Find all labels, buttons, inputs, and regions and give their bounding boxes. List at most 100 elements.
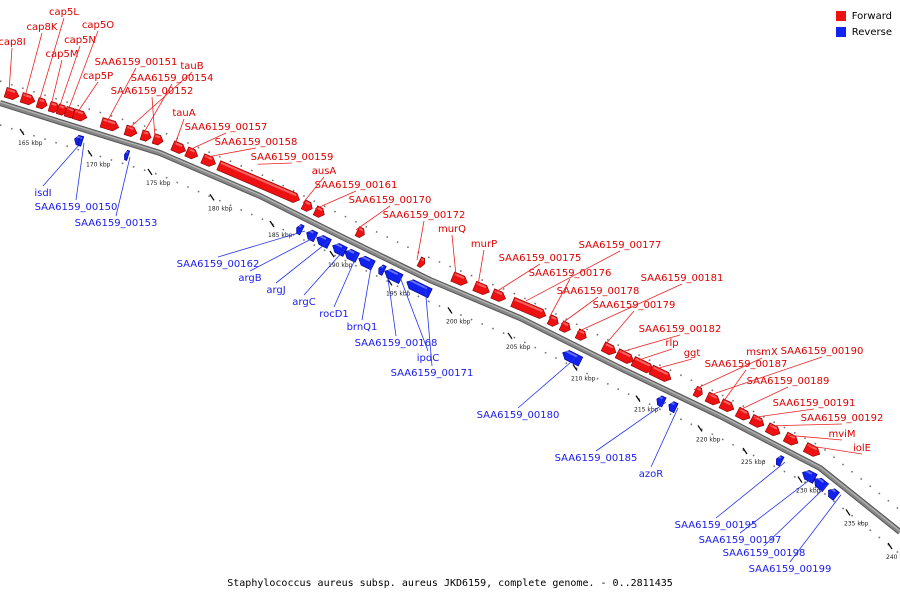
gene-label-saa6159-00197: SAA6159_00197 [699,535,782,546]
gene-saa6159-00158 [200,153,216,167]
gene-label-ipdc: ipdC [417,353,439,364]
label-leader [127,71,193,130]
tick-mark [19,128,25,136]
tick-label: 215 kbp [634,407,659,414]
gene-label-saa6159-00182: SAA6159_00182 [639,324,722,335]
tick-label: 205 kbp [506,344,531,351]
gene-mvim [782,431,799,446]
label-leader [8,47,13,92]
backbone-highlight [0,101,900,532]
tick-mark [507,332,513,340]
label-leader [656,358,693,369]
label-leader [42,141,83,187]
gene-label-saa6159-00150: SAA6159_00150 [35,202,118,213]
gene-label-saa6159-00168: SAA6159_00168 [355,338,438,349]
gene-cap8k [19,92,36,106]
gene-label-saa6159-00172: SAA6159_00172 [383,210,466,221]
label-leader [763,483,830,547]
gene-label-saa6159-00187: SAA6159_00187 [705,359,788,370]
gene-brnq1 [358,255,376,271]
tick-mark [447,307,453,314]
tick-mark [845,509,851,516]
label-leader [477,249,485,285]
gene-ipdc [384,268,404,285]
gene-label-ggt: ggt [684,348,701,359]
label-leader [174,118,185,145]
label-leader [595,401,667,452]
label-leader [314,190,357,210]
gene-saa6159-00150 [78,135,85,147]
gene-saa6159-00190 [704,391,721,406]
gene-label-saa6159-00157: SAA6159_00157 [185,122,268,133]
gene-saa6159-00170 [354,226,365,239]
gene-label-saa6159-00192: SAA6159_00192 [801,413,884,424]
tick-label: 190 kbp [328,262,353,269]
tick-mark [209,194,215,201]
gene-saa6159-00154 [139,129,152,142]
legend-reverse: Reverse [835,24,892,40]
gene-label-brnq1: brnQ1 [347,322,378,333]
gene-label-saa6159-00177: SAA6159_00177 [579,240,662,251]
label-leader [355,205,391,231]
tick-label: 210 kbp [571,376,596,383]
gene-label-iole: iolE [853,443,871,454]
label-leader [275,240,330,284]
label-leader [249,235,318,272]
label-leader [494,263,541,293]
tick-label: 235 kbp [844,520,869,527]
label-leader [142,83,173,135]
tick-mark [635,395,641,402]
legend-forward: Forward [835,8,892,24]
tick-label: 220 kbp [696,436,721,443]
label-leader [786,434,843,441]
gene-saa6159-00151 [99,117,120,132]
gene-saa6159-00159 [216,160,300,203]
gene-label-mvim: mviM [828,429,855,440]
gene-saa6159-00199 [828,487,840,501]
label-leader [303,248,346,296]
gene-label-saa6159-00178: SAA6159_00178 [557,286,640,297]
label-leader [58,45,81,109]
gene-saa6159-00189 [734,406,751,421]
legend-forward-label: Forward [851,10,892,22]
tick-label: 230 kbp [796,488,821,495]
label-leader [416,220,425,261]
label-leader [738,386,789,411]
gene-label-saa6159-00189: SAA6159_00189 [747,376,830,387]
gene-saa6159-00197 [802,469,818,484]
gene-saa6159-00176 [546,314,559,327]
label-leader [525,250,621,302]
gene-label-saa6159-00181: SAA6159_00181 [641,273,724,284]
gene-label-taub: tauB [180,61,203,72]
gene-taua [170,140,186,154]
gene-label-isdi: isdI [34,188,51,199]
gene-saa6159-00192 [764,422,781,437]
tick-label: 175 kbp [146,180,171,187]
gene-label-argj: argJ [266,285,285,296]
forward-guide [0,80,900,511]
label-leader [76,81,99,114]
tick-label: 225 kbp [741,459,766,466]
gene-saa6159-00198 [814,476,829,493]
label-leader [650,407,679,468]
tick-mark [797,476,803,483]
gene-saa6159-00178 [558,320,571,333]
gene-label-saa6159-00158: SAA6159_00158 [215,137,298,148]
gene-label-murq: murQ [438,224,466,235]
label-leader [722,369,747,403]
gene-saa6159-00153 [124,149,131,161]
gene-saa6159-00185 [656,395,667,408]
reverse-guide [0,124,900,555]
gene-label-saa6159-00175: SAA6159_00175 [499,253,582,264]
tick-label: 165 kbp [18,140,43,147]
gene-saa6159-00162 [296,223,305,236]
genome-caption: Staphylococcus aureus subsp. aureus JKD6… [227,578,673,589]
tick-mark [697,425,703,432]
tick-mark [269,220,275,228]
tick-label: 170 kbp [86,161,111,168]
label-leader [204,147,257,158]
gene-label-saa6159-00159: SAA6159_00159 [251,152,334,163]
gene-label-saa6159-00171: SAA6159_00171 [391,368,474,379]
gene-saa6159-00177 [510,296,547,319]
